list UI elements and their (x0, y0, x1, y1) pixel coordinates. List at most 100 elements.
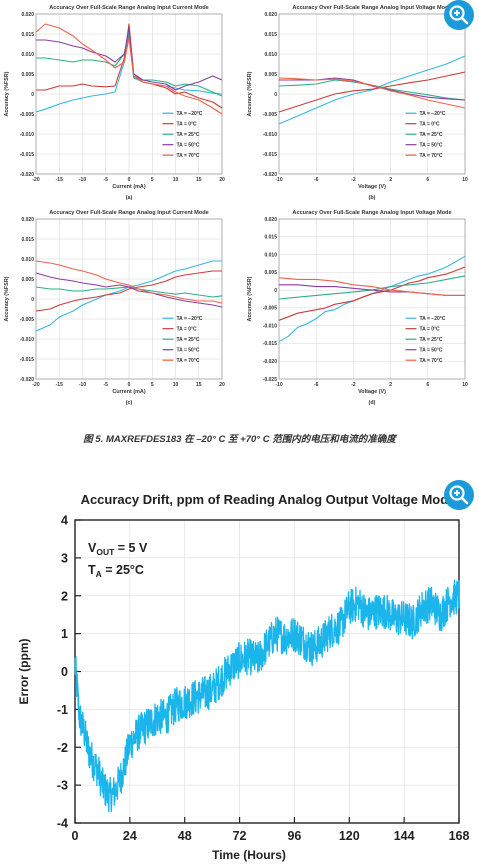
legend-label: TA = 70°C (419, 358, 442, 364)
chart-panel-b: Accuracy Over Full-Scale Range Analog In… (247, 5, 468, 201)
chart-title: Accuracy Drift, ppm of Reading Analog Ou… (81, 492, 456, 507)
y-tick-label: 0 (31, 92, 34, 98)
y-tick-label: 0 (31, 297, 34, 303)
legend-label: TA = 70°C (176, 358, 199, 364)
x-tick-label: 168 (449, 829, 470, 843)
y-tick-label: 0.005 (21, 277, 34, 283)
y-tick-label: -0.020 (20, 172, 34, 178)
chart-title: Accuracy Over Full-Scale Range Analog In… (292, 5, 451, 11)
x-tick-label: -10 (79, 177, 86, 183)
y-tick-label: -0.020 (263, 359, 277, 365)
y-axis-label: Accuracy (%FSR) (247, 276, 253, 321)
series-line (278, 277, 465, 296)
chart-panel-c: Accuracy Over Full-Scale Range Analog In… (4, 210, 225, 406)
legend-label: TA = 25°C (176, 132, 199, 138)
y-tick-label: 2 (61, 589, 68, 603)
legend-label: TA = 0°C (176, 327, 197, 333)
series-line (36, 27, 223, 91)
y-tick-label: 0.020 (264, 12, 277, 18)
y-tick-label: 0.005 (21, 72, 34, 78)
y-tick-label: 0.015 (264, 235, 277, 241)
x-tick-label: 0 (72, 829, 79, 843)
x-tick-label: 144 (394, 829, 415, 843)
legend-label: TA = 50°C (176, 143, 199, 149)
x-tick-label: 15 (196, 177, 202, 183)
y-tick-label: -0.015 (263, 341, 277, 347)
y-tick-label: 0 (274, 288, 277, 294)
legend-label: TA = 25°C (176, 337, 199, 343)
legend-label: TA = 0°C (419, 122, 440, 128)
series-line (35, 260, 223, 304)
legend-label: TA = 25°C (419, 132, 442, 138)
y-tick-label: -1 (57, 703, 68, 717)
y-tick-label: -0.005 (20, 317, 34, 323)
panel-label: (c) (126, 400, 133, 406)
y-tick-label: -0.015 (20, 357, 34, 363)
y-tick-label: -0.010 (263, 132, 277, 138)
x-tick-label: 5 (151, 177, 154, 183)
y-tick-label: 0.015 (21, 32, 34, 38)
x-tick-label: 10 (462, 177, 468, 183)
series-line (35, 270, 222, 312)
figure-caption: 图 5. MAXREFDES183 在 –20° C 至 +70° C 范围内的… (83, 434, 396, 445)
plot-frame (35, 218, 223, 380)
y-tick-label: 0.010 (264, 252, 277, 258)
legend-label: TA = 50°C (419, 348, 442, 354)
y-tick-label: 0 (274, 92, 277, 98)
legend-label: TA = 0°C (176, 122, 197, 128)
x-tick-label: 120 (339, 829, 360, 843)
chart-panel-d: Accuracy Over Full-Scale Range Analog In… (247, 210, 468, 406)
legend-label: TA = 70°C (419, 153, 442, 159)
x-axis-label: Voltage (V) (358, 184, 386, 190)
legend-label: TA = −20°C (176, 111, 202, 117)
y-tick-label: -0.010 (20, 132, 34, 138)
y-tick-label: 0.010 (264, 52, 277, 58)
panel-label: (b) (369, 195, 376, 201)
series-line (35, 23, 223, 115)
y-tick-label: 0.020 (21, 12, 34, 18)
zoom-in-button-bottom[interactable] (444, 480, 474, 510)
x-tick-label: 6 (426, 382, 429, 388)
x-tick-label: -10 (79, 382, 86, 388)
legend-label: TA = 50°C (419, 143, 442, 149)
y-tick-label: -0.005 (263, 112, 277, 118)
x-tick-label: 0 (128, 382, 131, 388)
y-tick-label: -0.010 (263, 323, 277, 329)
legend-label: TA = −20°C (419, 111, 445, 117)
legend-label: TA = 0°C (419, 327, 440, 333)
y-tick-label: 0.005 (264, 270, 277, 276)
y-axis-label: Accuracy (%FSR) (247, 71, 253, 116)
series-line (278, 55, 466, 125)
series-line (278, 266, 466, 321)
y-axis-label: Accuracy (%FSR) (4, 71, 10, 116)
legend-label: TA = −20°C (176, 316, 202, 322)
x-tick-label: 6 (426, 177, 429, 183)
plot-frame (278, 218, 466, 380)
y-axis-label: Accuracy (%FSR) (4, 276, 10, 321)
y-tick-label: -0.015 (263, 152, 277, 158)
zoom-in-button-top[interactable] (444, 0, 474, 30)
y-tick-label: 0 (61, 665, 68, 679)
x-tick-label: 48 (178, 829, 192, 843)
y-tick-label: 0.010 (21, 52, 34, 58)
x-tick-label: 2 (389, 382, 392, 388)
y-tick-label: -0.015 (20, 152, 34, 158)
x-tick-label: -20 (32, 382, 39, 388)
legend-label: TA = 70°C (176, 153, 199, 159)
y-tick-label: 1 (61, 627, 68, 641)
x-tick-label: 96 (287, 829, 301, 843)
panel-label: (a) (126, 195, 133, 201)
y-tick-label: -0.025 (263, 377, 277, 383)
chart-title: Accuracy Over Full-Scale Range Analog In… (49, 210, 209, 216)
x-tick-label: 0 (128, 177, 131, 183)
x-tick-label: 24 (123, 829, 137, 843)
drift-series-line (74, 579, 460, 813)
x-tick-label: 10 (173, 177, 179, 183)
chart-title: Accuracy Over Full-Scale Range Analog In… (49, 5, 209, 11)
x-tick-label: -10 (275, 382, 282, 388)
series-line (278, 71, 466, 113)
drift-chart: Accuracy Drift, ppm of Reading Analog Ou… (17, 492, 470, 862)
y-tick-label: -3 (57, 779, 68, 793)
vout-annotation: VOUT = 5 V (88, 541, 148, 557)
y-tick-label: 0.020 (21, 217, 34, 223)
